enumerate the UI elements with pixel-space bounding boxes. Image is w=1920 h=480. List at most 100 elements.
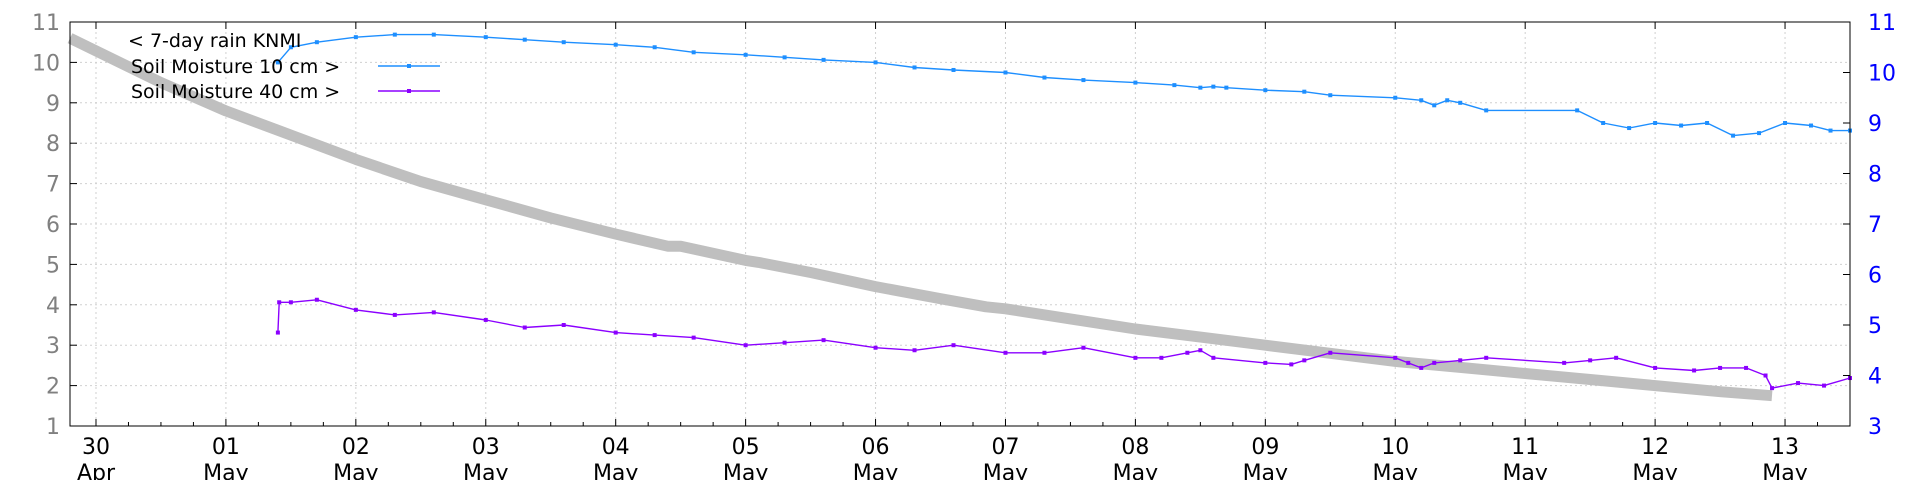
data-point-soil-10cm — [1263, 88, 1268, 93]
data-point-soil-10cm — [1445, 98, 1450, 103]
data-point-soil-40cm — [873, 345, 878, 350]
x-tick-label-day: 09 — [1251, 435, 1279, 460]
data-point-soil-40cm — [1198, 348, 1203, 353]
x-tick-label-day: 04 — [602, 435, 630, 460]
x-tick-label-day: 07 — [991, 435, 1019, 460]
data-point-soil-40cm — [1718, 365, 1723, 370]
data-point-soil-10cm — [431, 32, 436, 37]
legend-marker-soil-10cm — [407, 64, 411, 68]
y-right-tick-label: 4 — [1868, 365, 1882, 390]
legend-label-rain: < 7-day rain KNMI — [128, 30, 301, 52]
data-point-soil-10cm — [743, 52, 748, 57]
data-point-soil-40cm — [1419, 365, 1424, 370]
data-point-soil-10cm — [691, 50, 696, 55]
series-layer — [67, 32, 1852, 402]
y-left-tick-label: 5 — [46, 253, 60, 278]
legend-label-soil-10cm: Soil Moisture 10 cm > — [131, 56, 340, 78]
data-point-soil-40cm — [314, 297, 319, 302]
data-point-soil-40cm — [1185, 350, 1190, 355]
data-point-soil-10cm — [1757, 131, 1762, 136]
data-point-soil-10cm — [1828, 128, 1833, 133]
data-point-soil-10cm — [1484, 108, 1489, 113]
data-point-soil-40cm — [1432, 360, 1437, 365]
y-left-tick-label: 8 — [46, 132, 60, 157]
series-line-soil-10cm — [277, 33, 1850, 137]
data-point-soil-40cm — [353, 307, 358, 312]
data-point-soil-40cm — [1588, 358, 1593, 363]
data-point-soil-40cm — [275, 330, 280, 335]
data-point-soil-10cm — [275, 60, 280, 65]
data-point-soil-40cm — [1562, 360, 1567, 365]
data-point-soil-10cm — [1458, 100, 1463, 105]
data-point-soil-10cm — [1731, 133, 1736, 138]
data-point-soil-10cm — [821, 57, 826, 62]
y-left-tick-label: 1 — [46, 415, 60, 440]
data-point-soil-40cm — [483, 317, 488, 322]
data-point-soil-40cm — [1133, 355, 1138, 360]
data-point-soil-10cm — [288, 45, 293, 50]
y-right-tick-label: 8 — [1868, 163, 1882, 188]
y-left-tick-label: 11 — [32, 11, 60, 36]
data-point-soil-40cm — [1406, 360, 1411, 365]
data-point-soil-10cm — [353, 35, 358, 40]
y-right-tick-label: 9 — [1868, 112, 1882, 137]
data-point-soil-40cm — [277, 300, 282, 305]
data-point-soil-10cm — [561, 40, 566, 45]
data-point-soil-40cm — [1763, 373, 1768, 378]
x-tick-label-day: 05 — [732, 435, 760, 460]
data-point-soil-40cm — [1692, 368, 1697, 373]
data-point-soil-10cm — [1172, 83, 1177, 88]
y-left-tick-label: 3 — [46, 334, 60, 359]
data-point-soil-40cm — [1796, 381, 1801, 386]
data-point-soil-10cm — [1003, 70, 1008, 75]
x-tick-label-month: May — [593, 461, 638, 480]
x-axis: 30Apr01May02May03May04May05May06May07May… — [77, 22, 1851, 480]
x-tick-label-day: 13 — [1771, 435, 1799, 460]
data-point-soil-40cm — [288, 300, 293, 305]
data-point-soil-40cm — [561, 323, 566, 327]
x-tick-label-month: May — [1632, 461, 1677, 480]
data-point-soil-40cm — [652, 333, 657, 338]
data-point-soil-10cm — [1133, 80, 1138, 85]
data-point-soil-40cm — [1822, 383, 1827, 388]
data-point-soil-40cm — [431, 310, 436, 315]
data-point-soil-10cm — [1224, 85, 1229, 90]
x-tick-label-month: May — [1113, 461, 1158, 480]
data-point-soil-40cm — [1328, 350, 1333, 355]
data-point-soil-10cm — [1328, 93, 1333, 98]
x-tick-label-month: May — [1502, 461, 1547, 480]
data-point-soil-10cm — [1393, 95, 1398, 100]
data-point-soil-40cm — [1744, 365, 1749, 370]
x-tick-label-day: 06 — [862, 435, 890, 460]
data-point-soil-10cm — [1198, 85, 1203, 90]
x-tick-label-day: 03 — [472, 435, 500, 460]
data-point-soil-40cm — [1484, 355, 1489, 360]
data-point-soil-10cm — [652, 45, 657, 50]
data-point-soil-10cm — [1575, 108, 1580, 113]
data-point-soil-40cm — [613, 330, 618, 335]
data-point-soil-40cm — [1081, 345, 1086, 350]
data-point-soil-40cm — [1458, 358, 1463, 363]
x-tick-label-month: May — [1243, 461, 1288, 480]
y-left-tick-label: 6 — [46, 213, 60, 238]
x-tick-label-month: May — [203, 461, 248, 480]
y-left-tick-label: 7 — [46, 173, 60, 198]
data-point-soil-10cm — [1679, 123, 1684, 128]
data-point-soil-40cm — [691, 335, 696, 340]
data-point-soil-40cm — [1302, 358, 1307, 363]
legend: < 7-day rain KNMI Soil Moisture 10 cm > … — [128, 30, 440, 103]
x-tick-label-month: May — [853, 461, 898, 480]
x-tick-label-month: May — [1762, 461, 1807, 480]
legend-label-soil-40cm: Soil Moisture 40 cm > — [131, 81, 340, 103]
x-tick-label-month: May — [983, 461, 1028, 480]
x-tick-label-day: 01 — [212, 435, 240, 460]
data-point-soil-40cm — [912, 348, 917, 353]
data-point-soil-40cm — [522, 325, 527, 330]
data-point-soil-40cm — [1770, 386, 1775, 391]
x-tick-label-month: May — [1373, 461, 1418, 480]
legend-marker-soil-40cm — [407, 89, 411, 93]
y-right-tick-label: 3 — [1868, 415, 1882, 440]
x-tick-label-day: 11 — [1511, 435, 1539, 460]
data-point-soil-10cm — [1432, 103, 1437, 108]
